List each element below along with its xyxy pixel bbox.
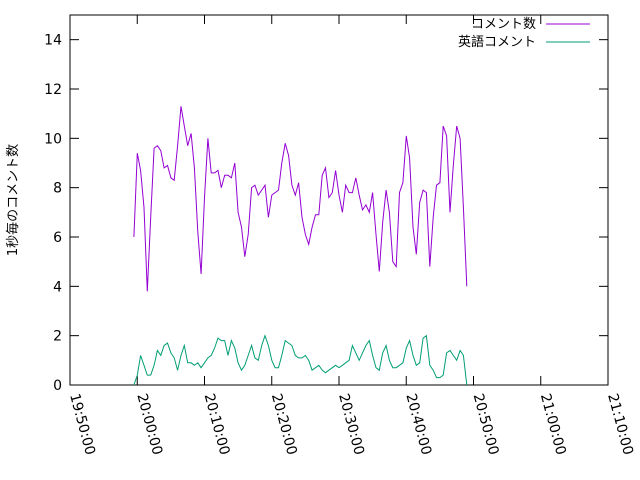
y-tick-label: 10 — [44, 131, 62, 147]
y-tick-label: 12 — [44, 82, 62, 98]
legend-label: 英語コメント — [458, 34, 536, 50]
y-tick-label: 8 — [53, 181, 62, 197]
grid-ticks — [69, 15, 609, 386]
x-tick-label: 20:30:00 — [335, 392, 367, 457]
y-tick-labels: 0 2 4 6 8 10 12 14 — [44, 33, 62, 394]
series-line-1 — [133, 106, 468, 292]
x-tick-label: 19:50:00 — [66, 392, 98, 457]
legend-label: コメント数 — [471, 17, 536, 32]
plot-area — [69, 14, 609, 386]
plot-frame — [69, 14, 609, 386]
x-tick-label: 20:20:00 — [268, 392, 300, 457]
x-tick-label: 21:10:00 — [604, 392, 636, 457]
x-tick-label: 20:00:00 — [133, 392, 165, 457]
y-axis-label: 1秒毎のコメント数 — [5, 144, 21, 256]
x-tick-label: 21:00:00 — [537, 392, 569, 457]
x-tick-label: 20:10:00 — [201, 392, 233, 457]
y-tick-label: 0 — [53, 378, 62, 394]
series-layer — [133, 106, 468, 386]
y-tick-label: 4 — [53, 279, 62, 295]
x-tick-label: 20:50:00 — [470, 392, 502, 457]
x-tick-labels: 19:50:00 20:00:00 20:10:00 20:20:00 20:30:00… — [66, 392, 636, 457]
y-tick-label: 6 — [53, 230, 62, 246]
series-line-2 — [133, 334, 468, 386]
y-tick-label: 14 — [44, 33, 62, 49]
y-tick-label: 2 — [53, 329, 62, 345]
x-tick-label: 20:40:00 — [402, 392, 434, 457]
